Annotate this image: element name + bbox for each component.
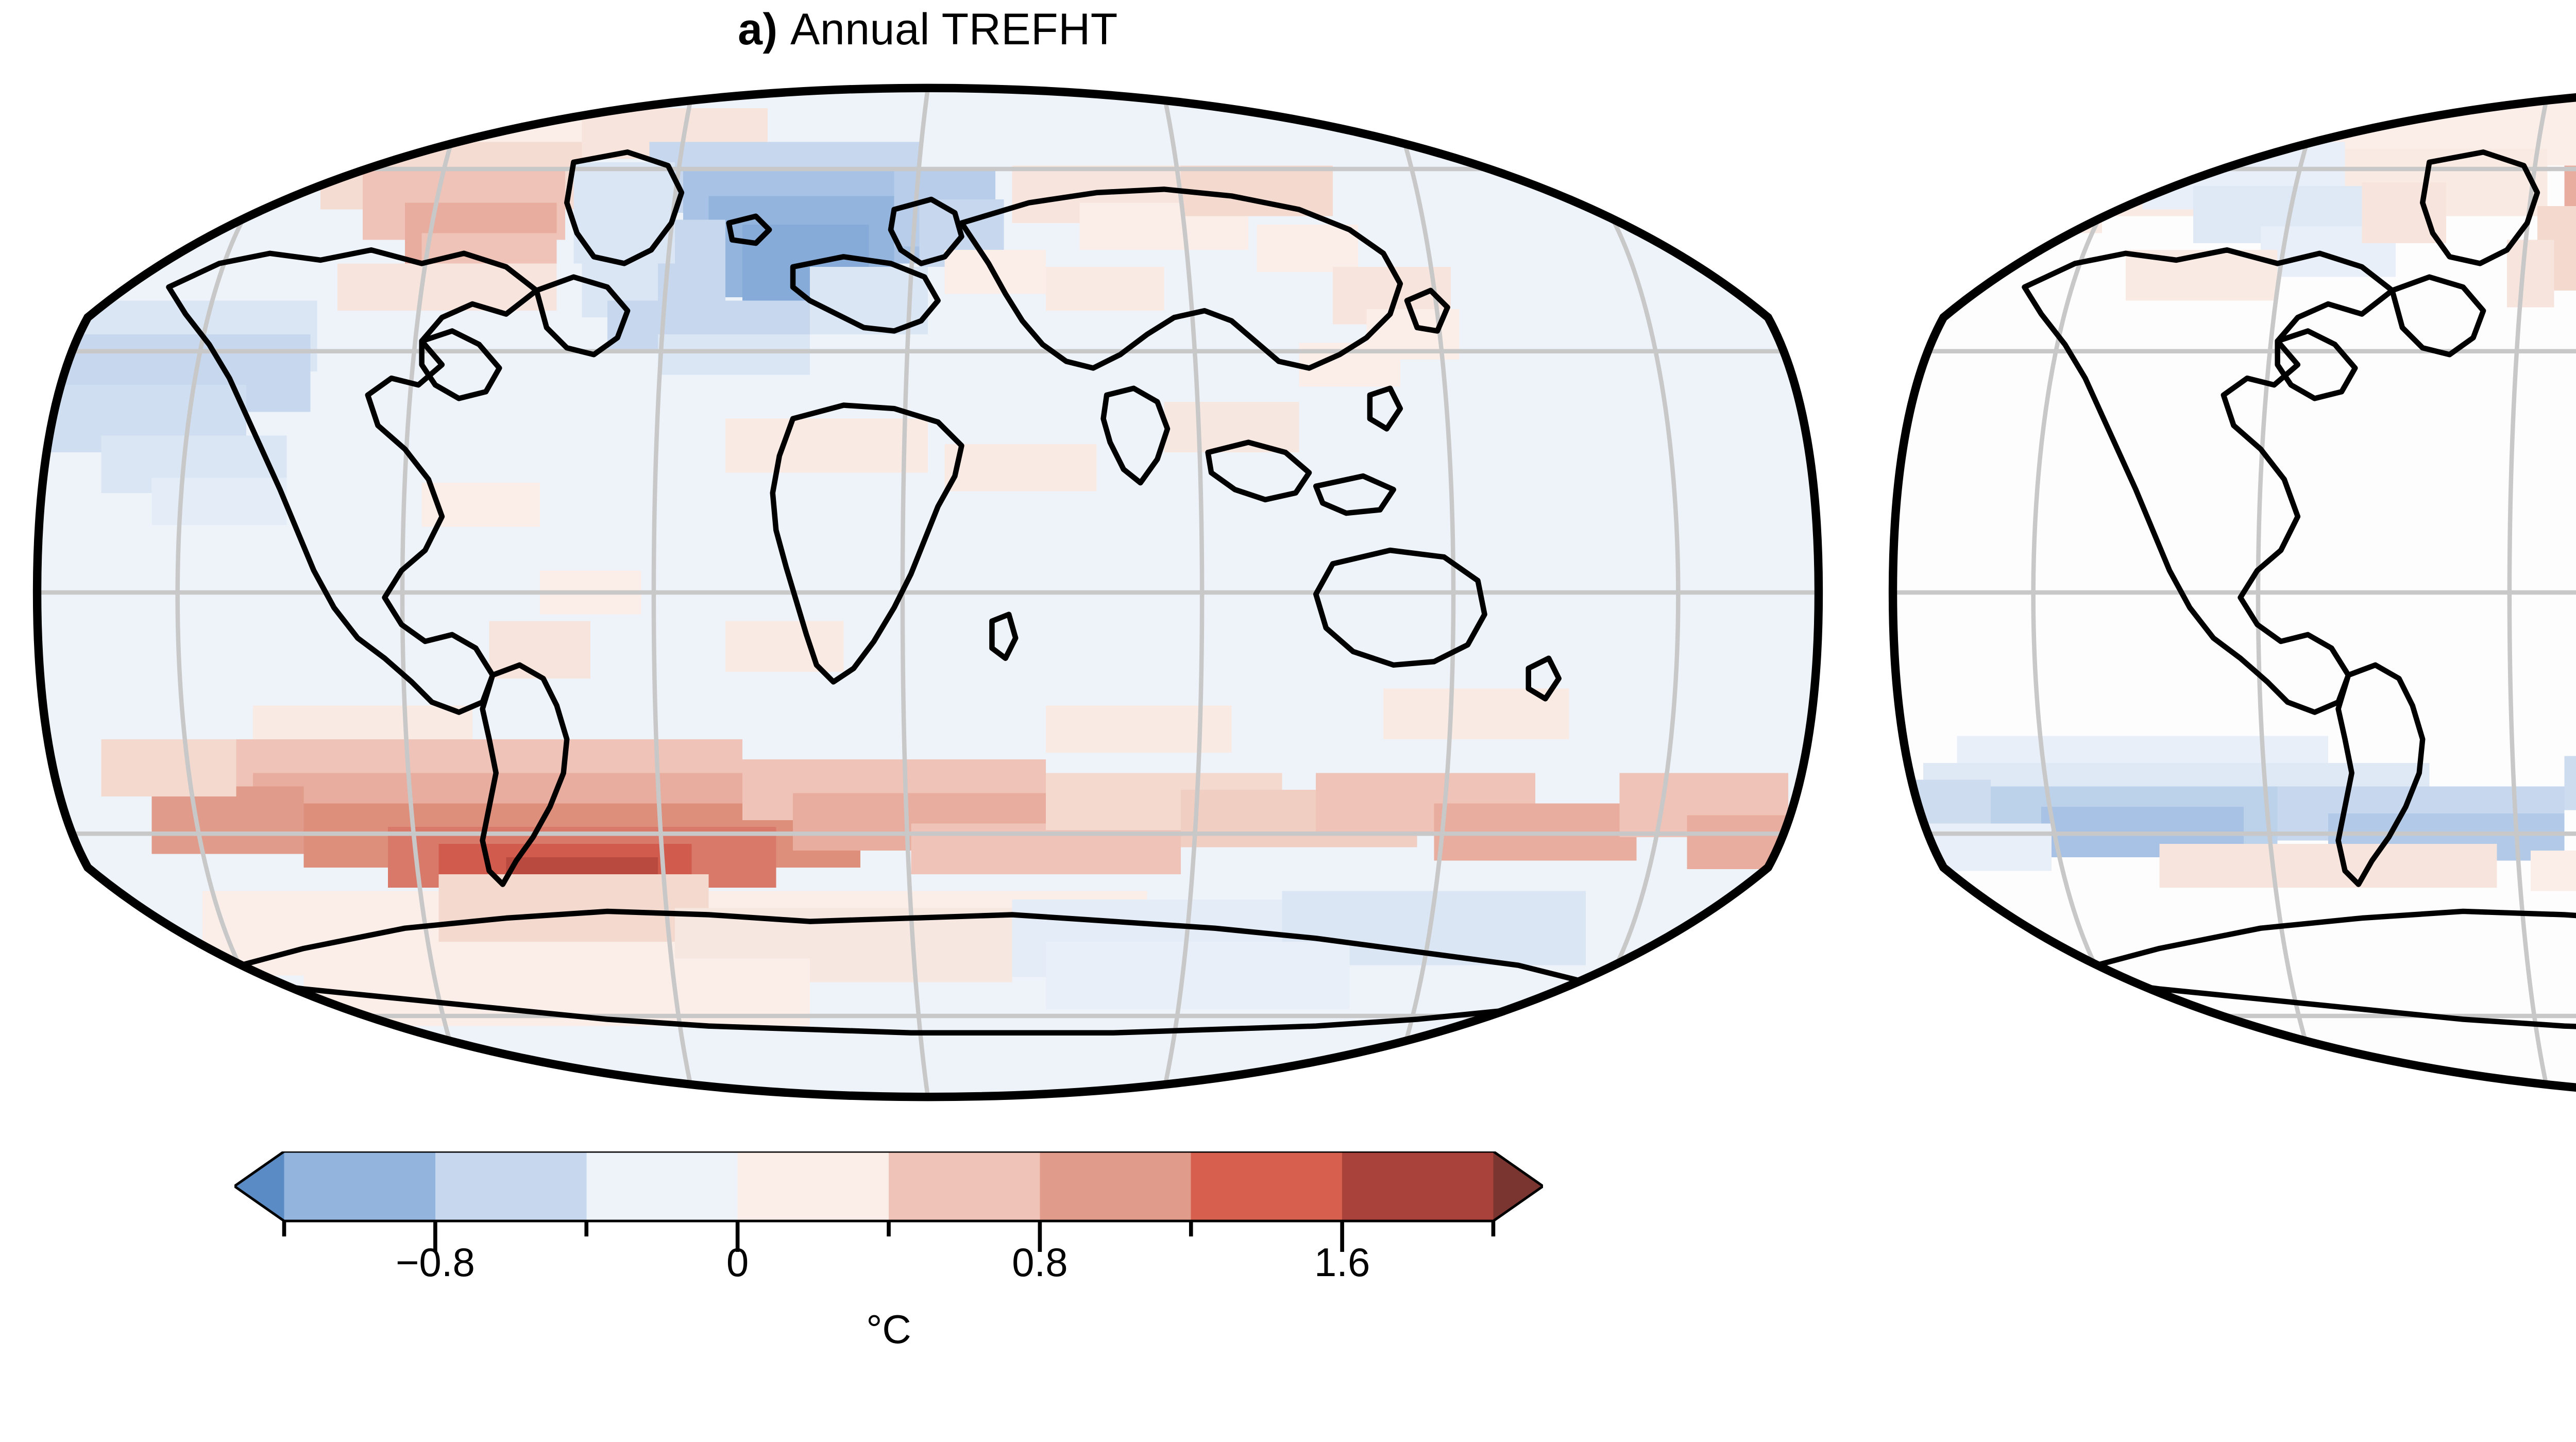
colorbar-a-tick-2: 0.8 bbox=[1012, 1240, 1068, 1285]
map-b bbox=[1856, 64, 2576, 1121]
colorbar-a-svg bbox=[234, 1151, 1543, 1252]
panel-a-label: a) bbox=[738, 5, 791, 54]
panel-a-title-text: Annual TREFHT bbox=[790, 5, 1118, 54]
colorbar-a-tick-3: 1.6 bbox=[1314, 1240, 1370, 1285]
colorbar-a-unit-label: °C bbox=[866, 1307, 911, 1352]
colorbar-a-ticks bbox=[282, 1221, 1496, 1252]
panel-a: a) Annual TREFHT bbox=[0, 4, 1856, 1368]
map-a-svg bbox=[32, 83, 1823, 1101]
map-a bbox=[0, 64, 1856, 1121]
map-b-svg bbox=[1888, 88, 2576, 1097]
panel-b: b) Annual ICEFRAC bbox=[1856, 0, 2576, 1442]
panel-b-title: b) Annual ICEFRAC bbox=[1856, 4, 2576, 55]
map-a-frame bbox=[32, 83, 1823, 1101]
colorbar-a-bands bbox=[234, 1151, 1543, 1221]
colorbar-a-tick-1: 0 bbox=[726, 1240, 749, 1285]
map-b-frame bbox=[1888, 93, 2576, 1092]
map-b-graticule bbox=[1893, 94, 2576, 1091]
colorbar-a-tick-0: −0.8 bbox=[395, 1240, 475, 1285]
colorbar-a-ticklabels: −0.8 0 0.8 1.6 bbox=[234, 1239, 1543, 1301]
map-b-coastlines bbox=[2022, 149, 2576, 1036]
colorbar-a: −0.8 0 0.8 1.6 °C bbox=[234, 1151, 1543, 1368]
panel-a-title: a) Annual TREFHT bbox=[0, 4, 1856, 55]
